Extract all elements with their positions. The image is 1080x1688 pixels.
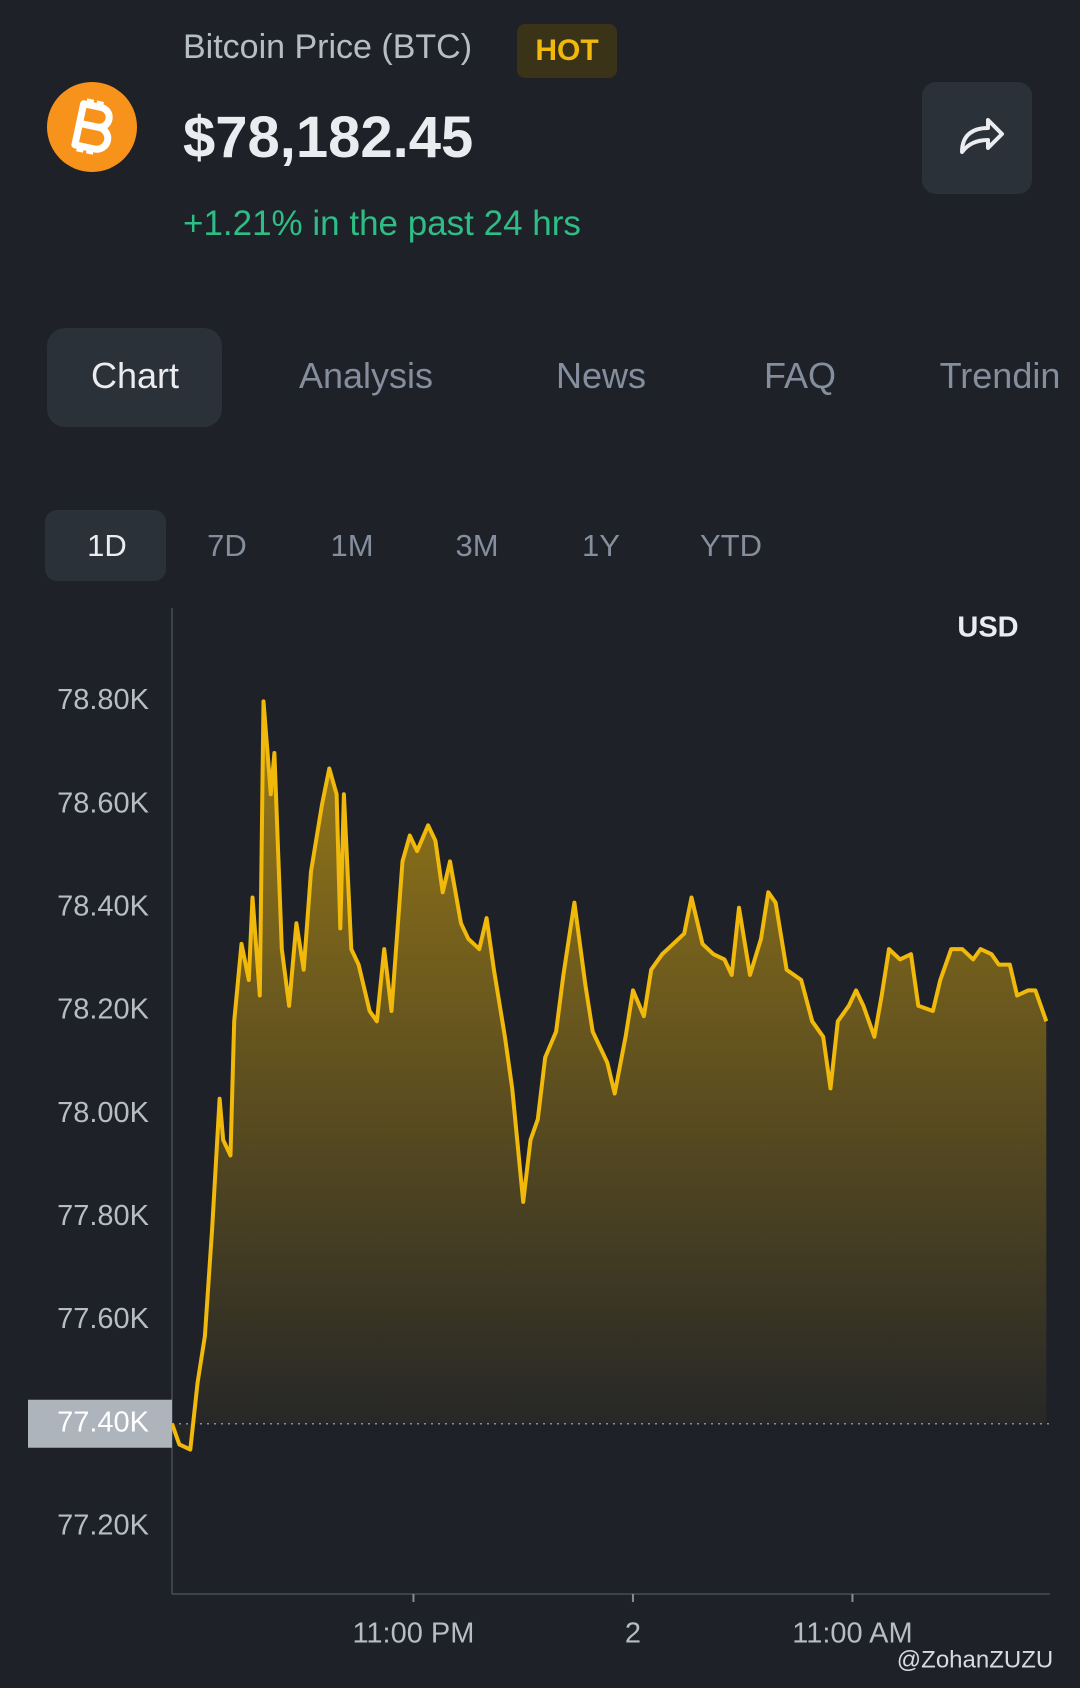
active-range-bg	[45, 510, 166, 581]
y-tick-label: 78.80K	[57, 684, 150, 716]
active-tab-bg	[47, 328, 222, 427]
y-tick-label: 78.20K	[57, 994, 150, 1026]
x-tick-label: 11:00 AM	[792, 1618, 912, 1650]
range-button[interactable]: 7D	[207, 528, 247, 563]
y-tick-label: 77.20K	[57, 1510, 150, 1542]
tab[interactable]: FAQ	[763, 355, 837, 396]
y-tick-label: 78.40K	[57, 890, 150, 922]
currency-label: USD	[957, 612, 1018, 644]
range-button[interactable]: 1Y	[582, 528, 620, 563]
tab[interactable]: Trendin	[939, 355, 1061, 396]
btc-icon	[47, 82, 137, 172]
range-button[interactable]: 1M	[330, 528, 374, 563]
y-tick-label: 77.80K	[57, 1200, 150, 1232]
current-tick-bg	[28, 1399, 172, 1448]
price-line	[170, 699, 1049, 1452]
tab[interactable]: Analysis	[298, 355, 434, 396]
share-button[interactable]	[922, 82, 1032, 194]
price-change: +1.21% in the past 24 hrs	[183, 204, 581, 243]
tab[interactable]: News	[555, 355, 647, 396]
x-tick-label: 11:00 PM	[352, 1618, 474, 1650]
coin-title: Bitcoin Price (BTC)	[183, 28, 473, 66]
tab[interactable]: Chart	[90, 355, 180, 396]
y-tick-label: 78.00K	[57, 1097, 150, 1129]
range-button[interactable]: 3M	[455, 528, 499, 563]
y-tick-label: 78.60K	[57, 787, 150, 819]
hot-badge: HOT	[517, 24, 617, 78]
y-tick-label: 77.40K	[57, 1406, 150, 1438]
chart: USD @ZohanZUZU 77.20K 77.40K 77.60K 77.80K 7…	[28, 608, 1053, 1673]
x-tick-label: 2	[625, 1618, 641, 1650]
price: $78,182.45	[183, 105, 474, 170]
y-tick-label: 77.60K	[57, 1303, 150, 1335]
share-icon	[960, 118, 1004, 154]
range-button[interactable]: YTD	[700, 528, 762, 563]
range-button[interactable]: 1D	[87, 528, 127, 563]
watermark: @ZohanZUZU	[897, 1646, 1053, 1673]
